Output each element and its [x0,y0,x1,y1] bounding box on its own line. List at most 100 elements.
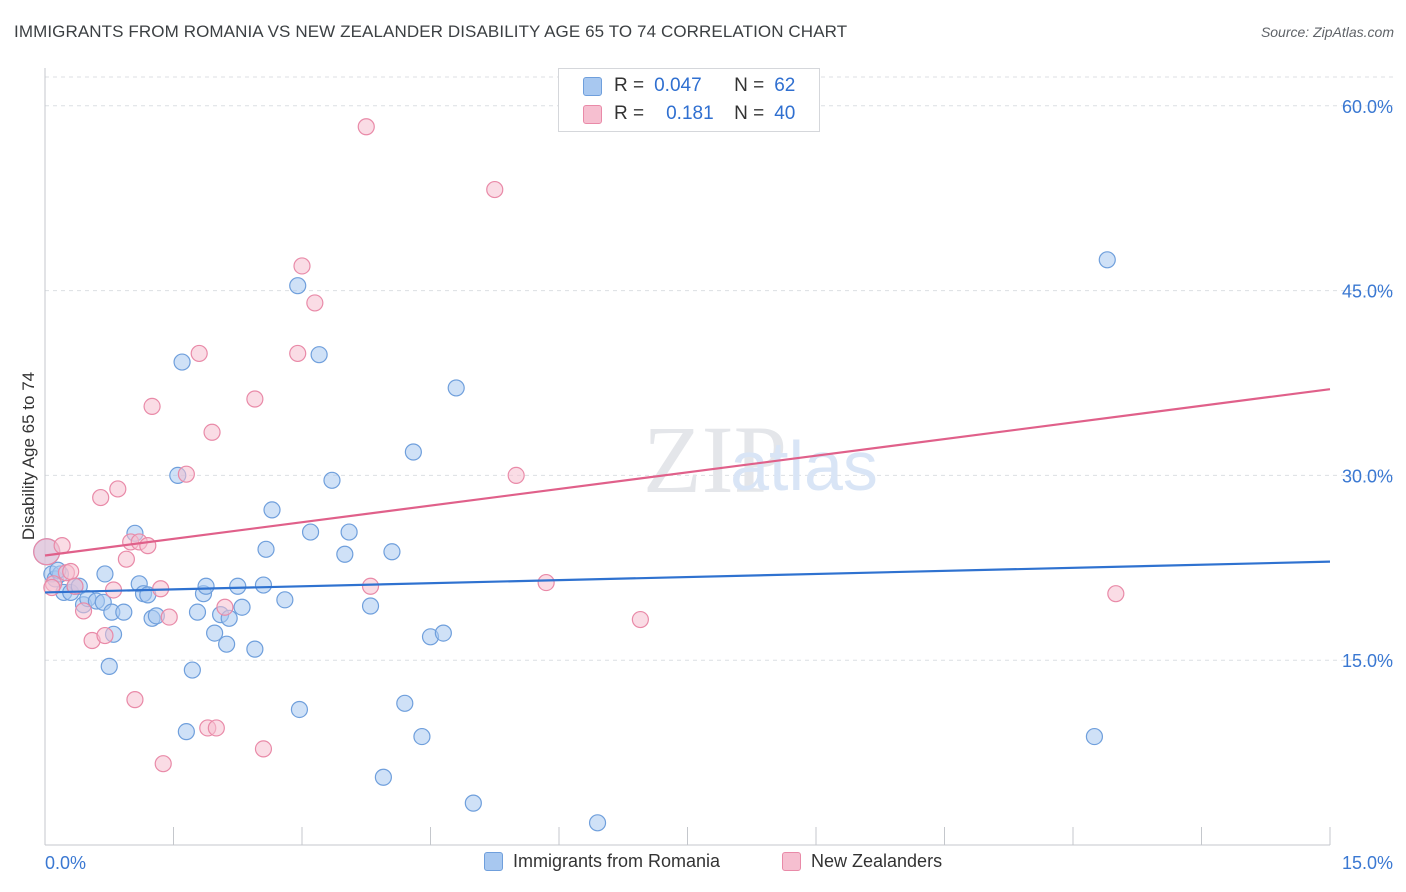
point-new-zealanders [154,755,172,773]
point-new-zealanders [631,610,649,629]
y-tick-label: 15.0% [1342,651,1393,671]
point-romania [340,523,358,541]
point-romania [434,624,452,642]
point-new-zealanders [361,577,380,595]
point-new-zealanders [357,118,375,136]
y-axis-label: Disability Age 65 to 74 [19,372,38,540]
point-new-zealanders [160,608,178,626]
legend-n-value-blue: 62 [774,75,796,96]
point-romania [177,723,195,741]
gridlines [45,76,1393,661]
point-new-zealanders [203,423,221,441]
point-new-zealanders [109,480,127,498]
point-new-zealanders [306,294,324,312]
legend-r-label: R = [614,103,645,124]
point-romania [361,597,380,615]
point-romania [323,471,341,489]
point-new-zealanders [190,344,208,363]
legend-item-new-zealanders: New Zealanders [782,851,942,872]
point-new-zealanders [143,397,161,416]
point-romania [310,346,328,364]
point-romania [257,540,275,558]
point-new-zealanders [66,577,84,595]
y-tick-label: 45.0% [1342,282,1393,302]
y-tick-label: 60.0% [1342,97,1393,117]
point-romania [115,603,133,621]
point-new-zealanders [537,573,555,592]
trend-lines [44,388,1331,594]
point-romania [447,379,465,397]
legend-label-new-zealanders: New Zealanders [811,851,943,871]
point-new-zealanders [74,602,93,620]
correlation-legend: R = 0.047 N = 62 R = 0.181 N = 40 [558,68,820,132]
point-romania [246,640,264,658]
legend-row-blue: R = 0.047 N = 62 [583,73,795,99]
point-new-zealanders [207,719,225,737]
legend-r-label: R = [614,75,645,96]
point-romania [173,353,191,371]
data-points [33,118,1125,832]
point-new-zealanders [139,537,157,555]
point-romania [206,624,224,642]
point-new-zealanders [117,550,135,568]
legend-swatch-romania [484,852,503,871]
point-new-zealanders [246,390,264,408]
point-new-zealanders [486,180,504,199]
point-new-zealanders [293,257,311,275]
point-romania [383,543,401,561]
point-romania [1098,251,1116,269]
point-romania [588,814,607,832]
point-new-zealanders [289,344,307,363]
y-tick-labels: 15.0% 30.0% 45.0% 60.0% [1342,97,1393,671]
point-romania [233,598,251,616]
point-new-zealanders [96,626,114,645]
point-new-zealanders [254,740,273,758]
point-romania [336,545,354,563]
y-tick-label: 30.0% [1342,466,1393,486]
point-romania [229,577,247,595]
point-romania [1085,727,1104,746]
point-new-zealanders [507,466,525,484]
legend-row-pink: R = 0.181 N = 40 [583,101,795,127]
point-new-zealanders [126,691,144,709]
point-new-zealanders [177,465,195,483]
legend-r-value-pink: 0.181 [666,103,714,124]
chart-title: IMMIGRANTS FROM ROMANIA VS NEW ZEALANDER… [14,22,848,41]
legend-swatch-pink [583,104,602,124]
trend-line-romania [44,560,1331,594]
point-romania [96,565,114,583]
point-romania [464,794,482,812]
point-romania [276,591,294,609]
x-tick-max: 15.0% [1342,853,1393,873]
legend-label-romania: Immigrants from Romania [513,851,721,871]
point-new-zealanders [1107,585,1125,603]
point-romania [290,700,309,719]
point-romania [218,635,236,653]
point-romania [404,443,422,461]
point-new-zealanders [92,488,110,507]
watermark-atlas: atlas [730,427,878,505]
point-romania [188,603,207,621]
point-romania [413,727,431,746]
x-tick-min: 0.0% [45,853,86,873]
point-romania [301,523,320,541]
point-new-zealanders [53,537,71,555]
point-romania [374,768,392,786]
point-romania [183,661,201,679]
source-label: Source: ZipAtlas.com [1260,24,1394,40]
legend-swatch-blue [583,76,602,96]
legend-swatch-new-zealanders [782,852,801,871]
legend-n-label: N = [734,75,765,96]
point-romania [197,577,215,595]
point-new-zealanders [62,562,80,581]
legend-n-label: N = [734,103,765,124]
trend-line-new-zealanders [44,388,1331,557]
legend-item-romania: Immigrants from Romania [484,851,720,872]
point-romania [100,657,118,675]
point-romania [289,277,307,295]
point-new-zealanders [216,598,234,616]
watermark-zip: ZIP [643,406,787,513]
point-romania [254,576,273,594]
axes [44,68,1331,846]
